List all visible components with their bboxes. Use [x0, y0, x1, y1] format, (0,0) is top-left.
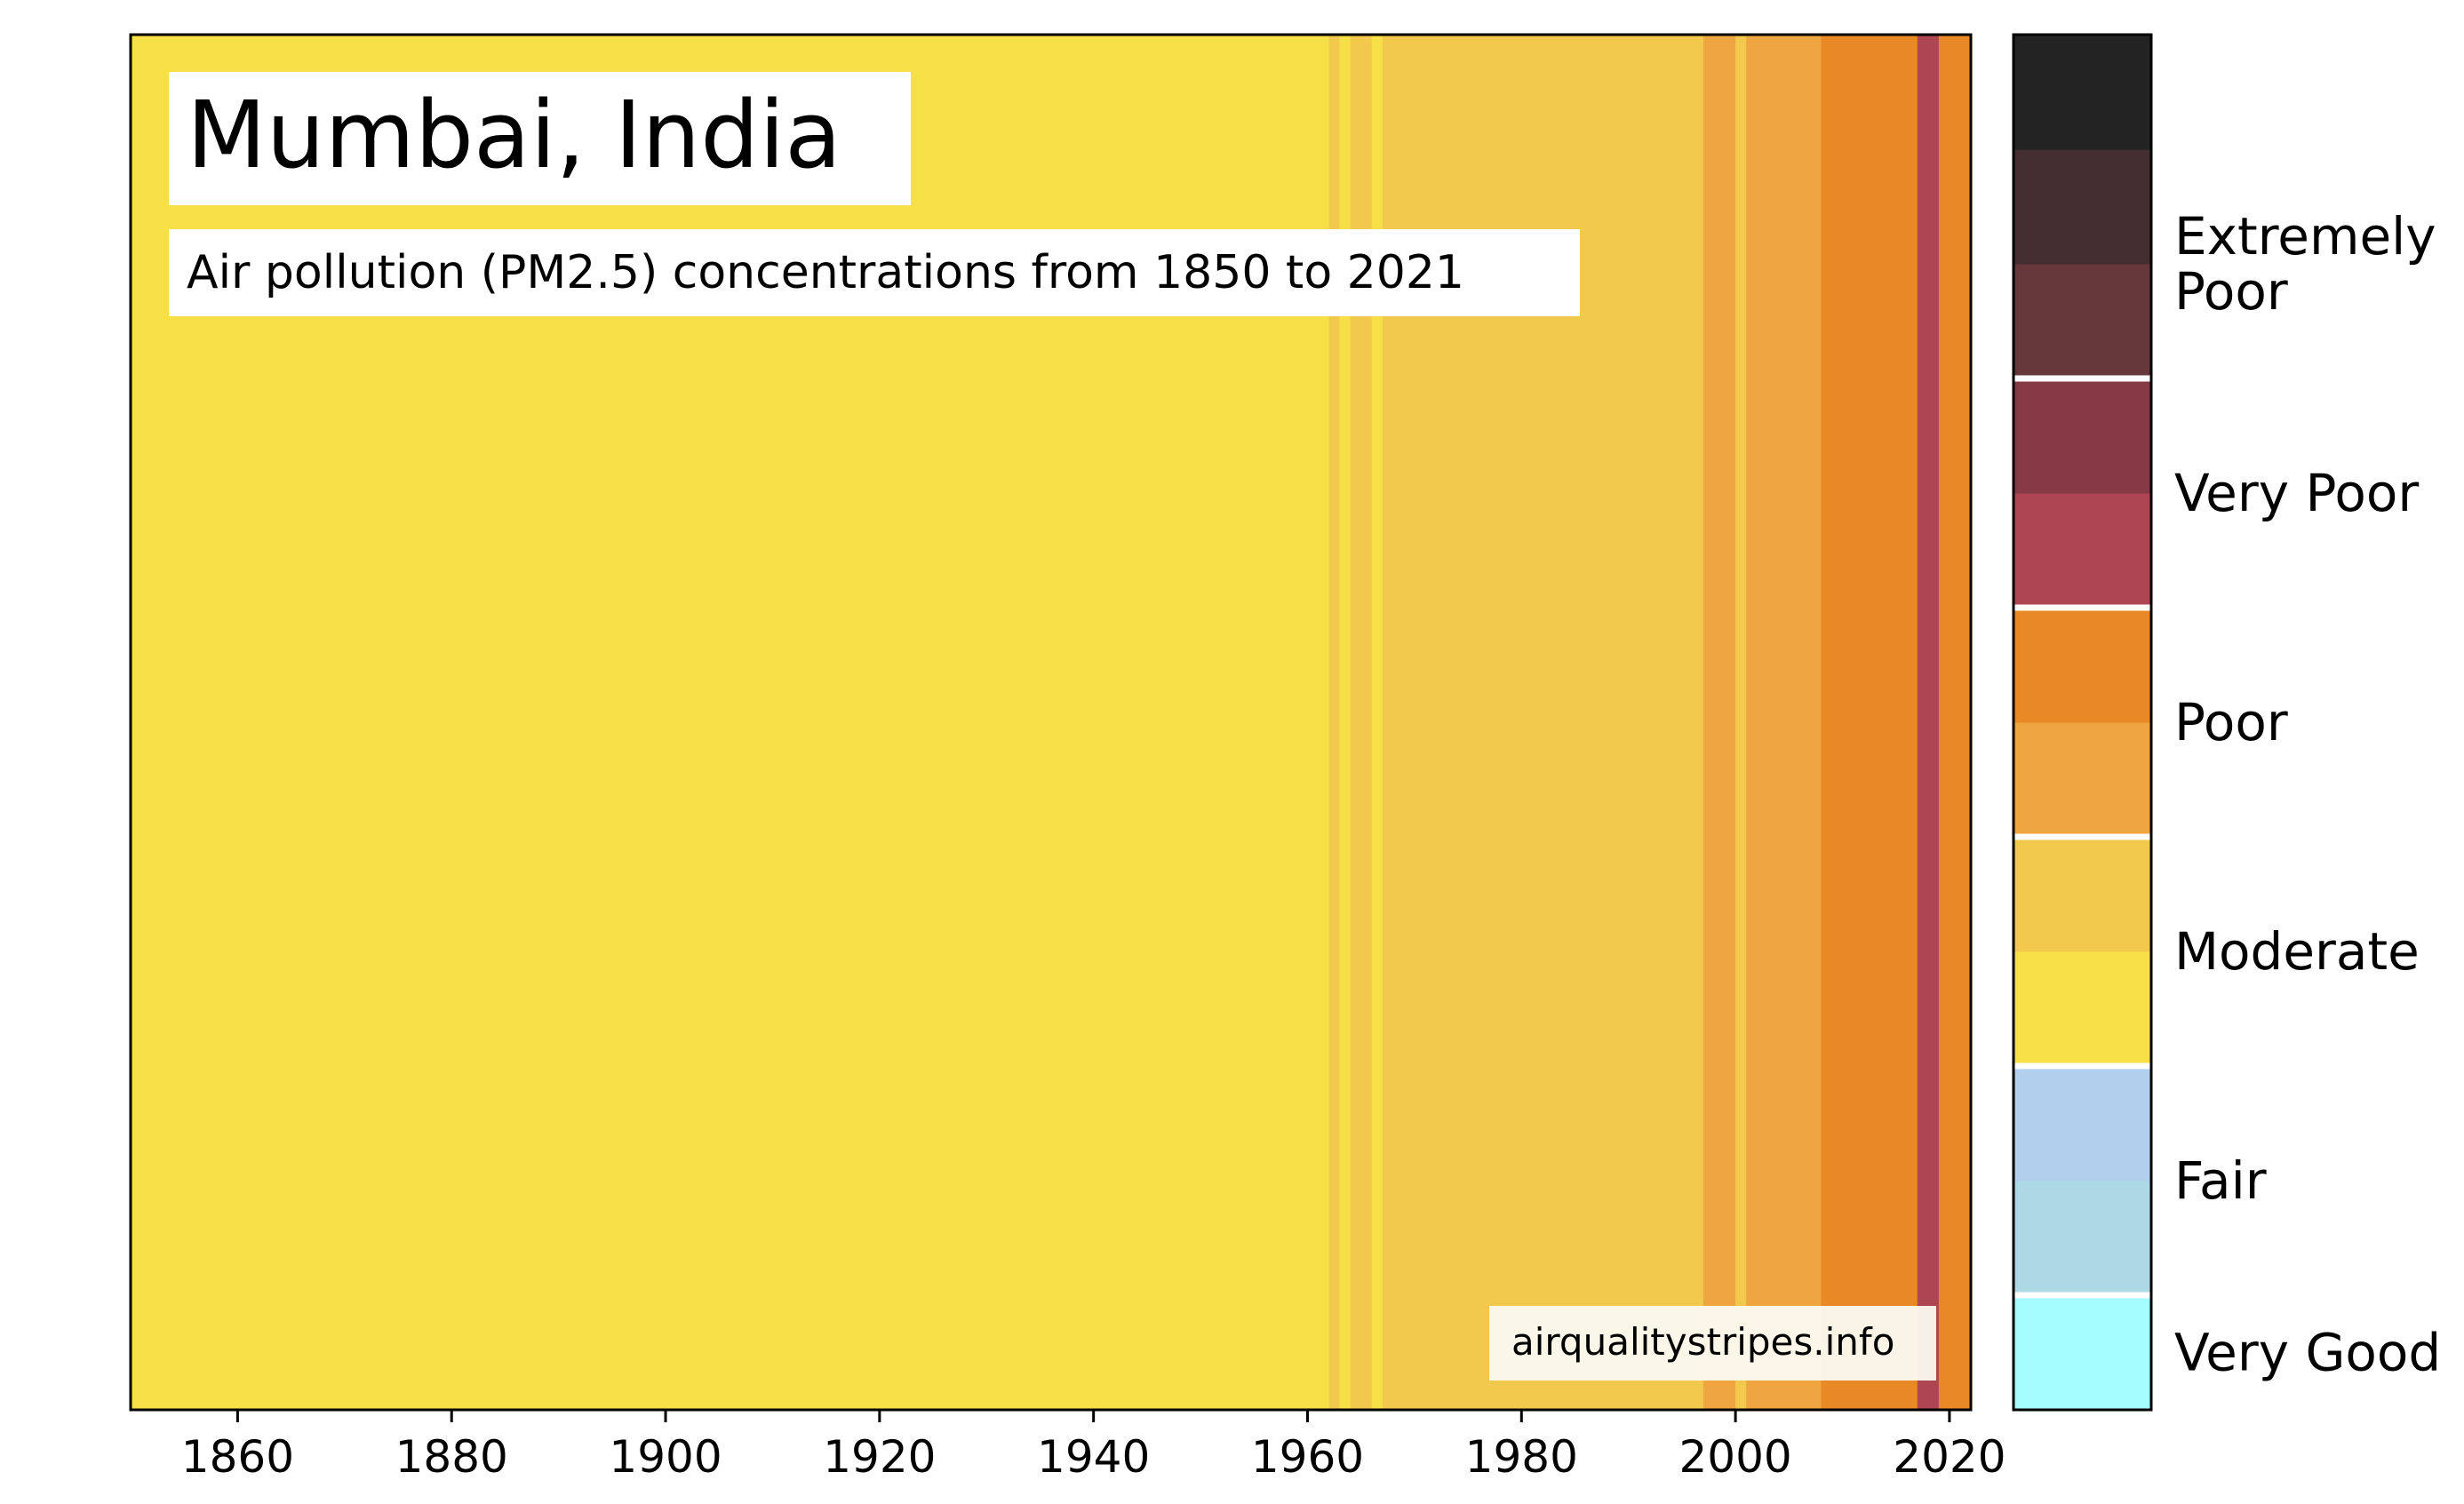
stripe-1962-1963: [1328, 35, 1341, 1410]
x-tick-label: 1900: [609, 1431, 722, 1483]
legend-label-fair: Fair: [2174, 1150, 2267, 1211]
legend-swatch-extremely-poor-3: [2013, 35, 2151, 150]
legend-swatch-fair-1: [2013, 1181, 2151, 1296]
legend-label-very-good: Very Good: [2174, 1323, 2441, 1383]
stripe-1963-1964: [1339, 35, 1352, 1410]
legend-swatch-very-poor-1: [2013, 493, 2151, 609]
stripe-2001-2008: [1746, 35, 1822, 1410]
legend-swatch-extremely-poor-1: [2013, 264, 2151, 379]
subtitle-box: Air pollution (PM2.5) concentrations fro…: [169, 229, 1580, 316]
legend-swatch-extremely-poor-2: [2013, 149, 2151, 265]
legend-labels: Very Good Fair Moderate Poor Very Poor Extrem…: [2174, 206, 2441, 1383]
x-axis: 1860 1880 1900 1920 1940 1960 1980 2000 2020: [181, 1410, 2006, 1483]
legend-label-very-poor: Very Poor: [2174, 463, 2419, 523]
source-background: [1489, 1306, 1936, 1381]
legend-swatch-poor-1: [2013, 722, 2151, 838]
x-tick-label: 2000: [1679, 1431, 1791, 1483]
title-box: Mumbai, India: [169, 72, 911, 205]
stripe-2017-2019: [1917, 35, 1940, 1410]
plot-frame: [129, 33, 1973, 1412]
legend-frame: [2012, 33, 2153, 1412]
legend-swatch-fair-2: [2013, 1066, 2151, 1182]
subtitle-background: [169, 229, 1580, 316]
stripe-1966-1967: [1371, 35, 1384, 1410]
legend-swatch-very-good: [2013, 1295, 2151, 1411]
chart-subtitle: Air pollution (PM2.5) concentrations fro…: [187, 246, 1464, 299]
stripe-1997-2000: [1702, 35, 1736, 1410]
x-tick-label: 1980: [1465, 1431, 1578, 1483]
legend-label-moderate: Moderate: [2174, 921, 2420, 982]
legend-swatch-moderate-1: [2013, 951, 2151, 1067]
legend-label-extremely-poor: Poor: [2174, 261, 2288, 322]
x-tick-label: 1880: [395, 1431, 508, 1483]
stripe-2000-2001: [1735, 35, 1747, 1410]
source-box: airqualitystripes.info: [1489, 1306, 1936, 1381]
legend-colorbar: [2013, 35, 2151, 1411]
legend-label-extremely-poor: Extremely: [2174, 206, 2436, 267]
stripe-2019-2022: [1938, 35, 1972, 1410]
legend-swatch-moderate-2: [2013, 837, 2151, 952]
title-background: [169, 72, 911, 205]
stripe-2008-2017: [1821, 35, 1918, 1410]
legend-label-poor: Poor: [2174, 692, 2288, 752]
x-tick-label: 1860: [181, 1431, 294, 1483]
x-tick-label: 1940: [1037, 1431, 1150, 1483]
x-tick-label: 1920: [823, 1431, 936, 1483]
legend-swatch-very-poor-2: [2013, 378, 2151, 494]
x-tick-label: 1960: [1251, 1431, 1364, 1483]
x-tick-label: 2020: [1893, 1431, 2005, 1483]
source-label: airqualitystripes.info: [1511, 1320, 1894, 1364]
legend-swatch-poor-2: [2013, 608, 2151, 723]
chart-title: Mumbai, India: [187, 81, 841, 189]
